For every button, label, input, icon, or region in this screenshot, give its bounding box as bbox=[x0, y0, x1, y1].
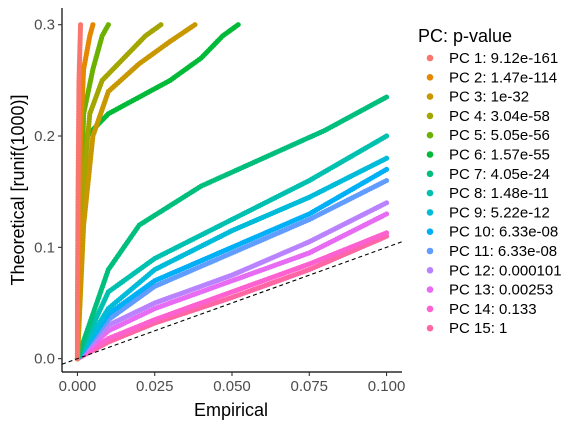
legend-item: PC 2: 1.47e-114 bbox=[426, 69, 557, 86]
series-10 bbox=[74, 166, 390, 362]
legend-label: PC 5: 5.05e-56 bbox=[449, 127, 550, 144]
data-point bbox=[383, 133, 390, 139]
legend-key bbox=[426, 189, 434, 197]
legend-label: PC 4: 3.04e-58 bbox=[449, 108, 550, 125]
data-point bbox=[383, 211, 390, 217]
legend-label: PC 3: 1e-32 bbox=[449, 89, 529, 106]
data-point bbox=[192, 22, 198, 28]
legend-label: PC 11: 6.33e-08 bbox=[449, 243, 557, 260]
data-point bbox=[235, 22, 241, 28]
series-layer bbox=[74, 22, 390, 362]
legend-key bbox=[426, 247, 434, 255]
series-13 bbox=[74, 211, 390, 362]
legend-key bbox=[426, 324, 434, 332]
legend-key bbox=[426, 209, 434, 216]
data-point bbox=[77, 22, 84, 28]
legend-item: PC 11: 6.33e-08 bbox=[426, 243, 557, 260]
legend-item: PC 13: 0.00253 bbox=[426, 282, 553, 299]
data-point bbox=[90, 22, 96, 28]
legend-item: PC 14: 0.133 bbox=[426, 301, 537, 318]
legend-label: PC 2: 1.47e-114 bbox=[449, 69, 557, 86]
legend-label: PC 10: 6.33e-08 bbox=[449, 224, 558, 241]
legend-label: PC 8: 1.48e-11 bbox=[449, 185, 549, 202]
legend-item: PC 10: 6.33e-08 bbox=[426, 224, 558, 241]
data-point bbox=[383, 200, 390, 206]
legend-label: PC 12: 0.000101 bbox=[449, 262, 562, 279]
legend-key bbox=[426, 131, 434, 139]
y-axis-title: Theoretical [runif(1000)] bbox=[8, 94, 28, 285]
x-tick-label: 0.050 bbox=[213, 378, 251, 395]
legend-items: PC 1: 9.12e-161 PC 2: 1.47e-114 PC 3: 1e-3… bbox=[426, 50, 562, 337]
legend-key bbox=[426, 74, 434, 81]
y-tick-label: 0.0 bbox=[34, 351, 55, 368]
legend-item: PC 5: 5.05e-56 bbox=[426, 127, 550, 144]
series-3 bbox=[74, 22, 198, 362]
data-point bbox=[158, 22, 164, 28]
legend-key bbox=[426, 228, 434, 235]
legend-item: PC 9: 5.22e-12 bbox=[426, 204, 550, 221]
data-point bbox=[383, 94, 390, 100]
legend-title: PC: p-value bbox=[418, 26, 512, 46]
legend-label: PC 13: 0.00253 bbox=[449, 282, 553, 299]
legend-item: PC 1: 9.12e-161 bbox=[426, 50, 558, 67]
legend-key bbox=[426, 305, 434, 313]
legend-item: PC 15: 1 bbox=[426, 320, 507, 337]
y-tick-label: 0.1 bbox=[34, 239, 55, 256]
legend-key bbox=[426, 286, 434, 293]
legend-item: PC 8: 1.48e-11 bbox=[426, 185, 549, 202]
series-1 bbox=[74, 22, 84, 362]
legend-label: PC 14: 0.133 bbox=[449, 301, 537, 318]
series-12 bbox=[74, 200, 390, 362]
plot-panel bbox=[61, 22, 403, 365]
legend-item: PC 4: 3.04e-58 bbox=[426, 108, 550, 125]
legend-label: PC 7: 4.05e-24 bbox=[449, 166, 550, 183]
x-tick-label: 0.025 bbox=[136, 378, 174, 395]
x-tick-label: 0.000 bbox=[59, 378, 97, 395]
x-tick-label: 0.100 bbox=[368, 378, 406, 395]
data-point bbox=[383, 230, 390, 236]
series-8 bbox=[74, 133, 390, 362]
legend-key bbox=[426, 170, 434, 178]
y-tick-label: 0.3 bbox=[34, 17, 55, 34]
legend-label: PC 15: 1 bbox=[449, 320, 507, 337]
series-9 bbox=[74, 155, 390, 362]
x-axis-ticks: 0.000 0.025 0.050 0.075 0.100 bbox=[59, 372, 406, 395]
legend: PC: p-value PC 1: 9.12e-161 PC 2: 1.47e-1… bbox=[418, 26, 562, 337]
legend-key bbox=[426, 151, 434, 158]
legend-label: PC 6: 1.57e-55 bbox=[449, 147, 550, 164]
data-point bbox=[105, 22, 111, 28]
x-axis-title: Empirical bbox=[194, 400, 268, 420]
legend-label: PC 9: 5.22e-12 bbox=[449, 204, 550, 221]
x-tick-label: 0.075 bbox=[290, 378, 328, 395]
data-point bbox=[383, 177, 390, 184]
legend-key bbox=[426, 93, 434, 100]
legend-key bbox=[426, 267, 434, 274]
legend-key bbox=[426, 54, 434, 62]
data-point bbox=[383, 166, 390, 173]
legend-item: PC 6: 1.57e-55 bbox=[426, 147, 550, 164]
legend-label: PC 1: 9.12e-161 bbox=[449, 50, 558, 67]
reference-line bbox=[61, 241, 403, 365]
data-point bbox=[383, 155, 390, 161]
legend-item: PC 12: 0.000101 bbox=[426, 262, 562, 279]
legend-item: PC 3: 1e-32 bbox=[426, 89, 529, 106]
legend-item: PC 7: 4.05e-24 bbox=[426, 166, 550, 183]
y-tick-label: 0.2 bbox=[34, 128, 55, 145]
y-axis-ticks: 0.0 0.1 0.2 0.3 bbox=[34, 17, 62, 368]
series-7 bbox=[74, 94, 390, 362]
legend-key bbox=[426, 112, 434, 120]
